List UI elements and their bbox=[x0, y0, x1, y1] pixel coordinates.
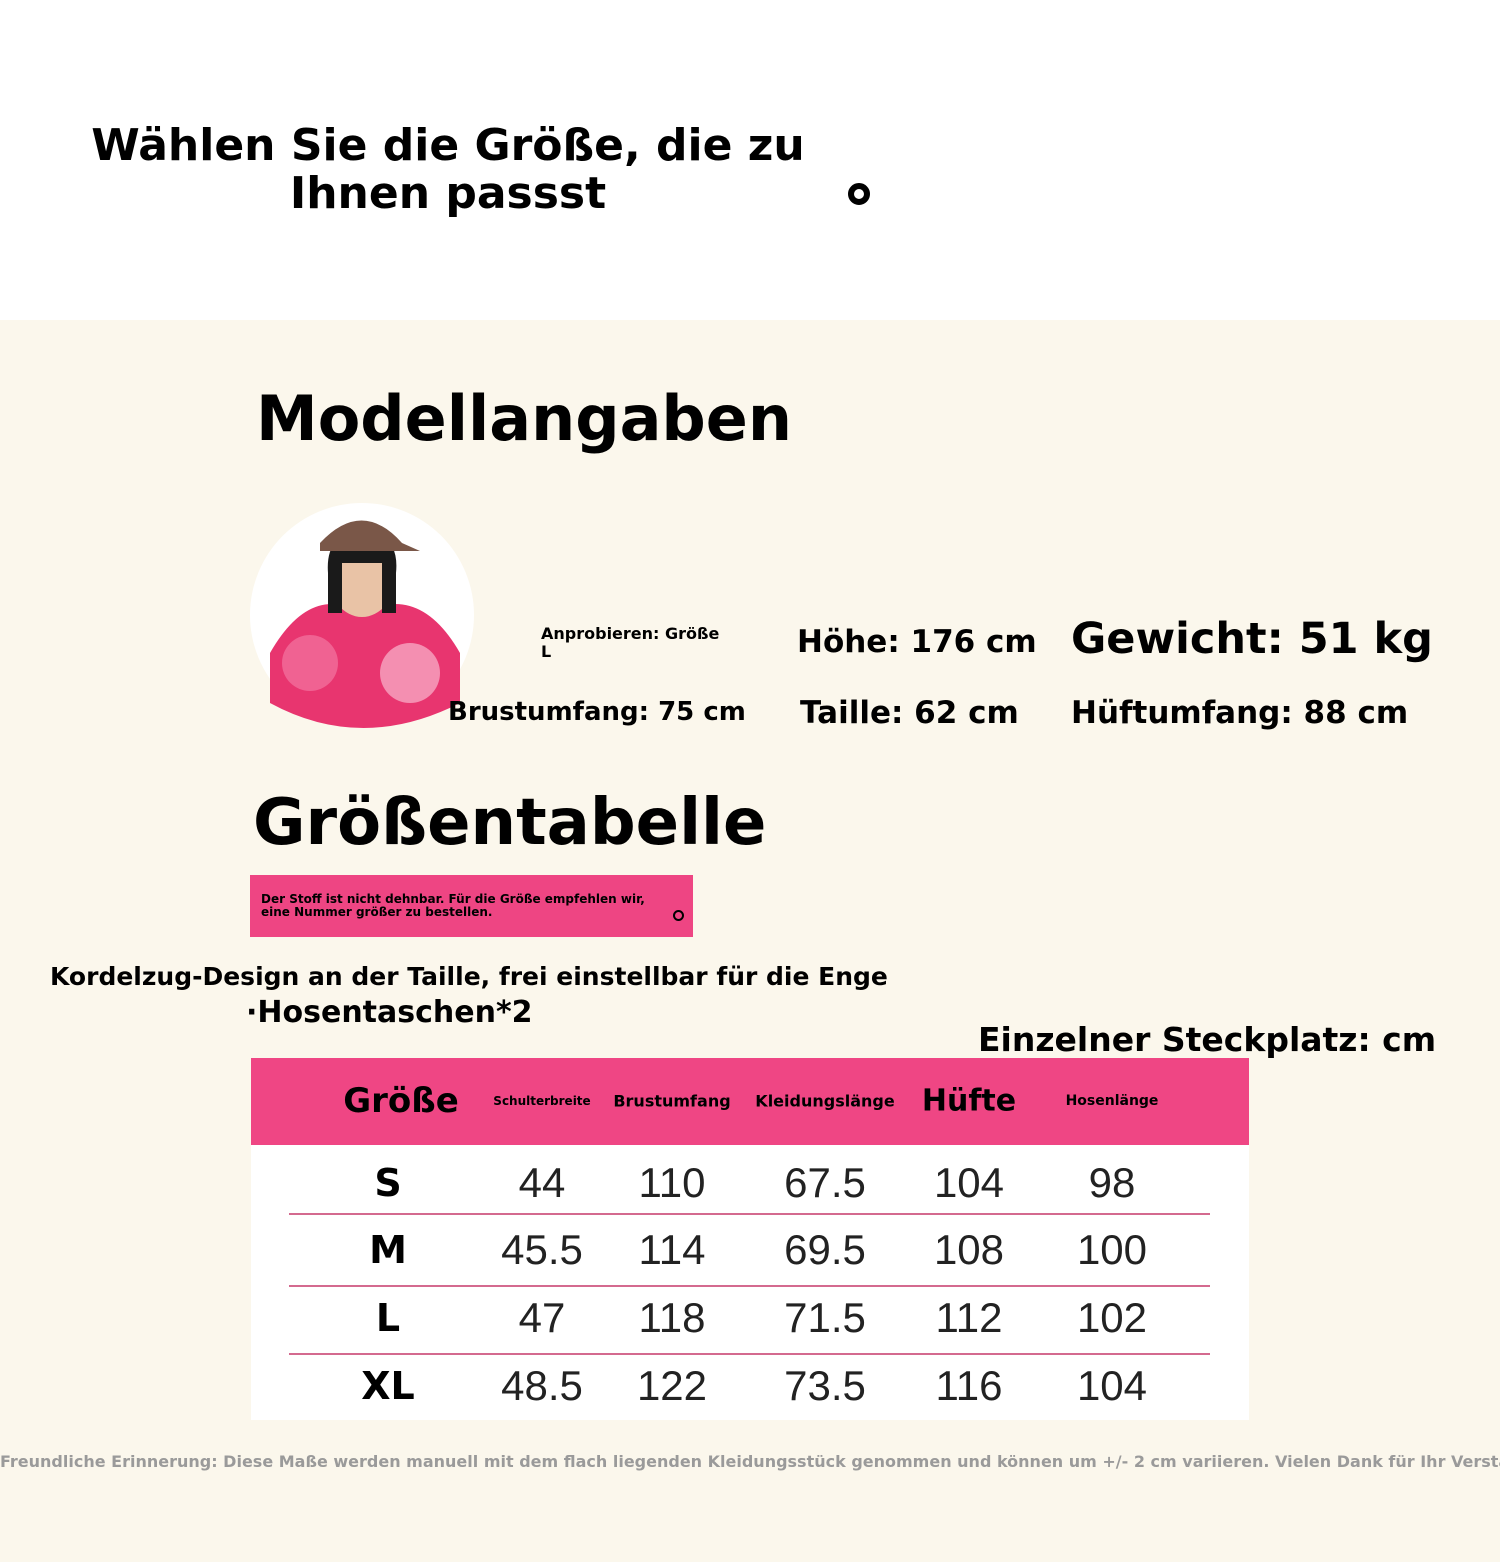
table-cell: 47 bbox=[518, 1294, 566, 1341]
table-cell: 71.5 bbox=[784, 1294, 866, 1341]
column-header: Brustumfang bbox=[613, 1091, 731, 1111]
size-label: M bbox=[369, 1228, 407, 1272]
table-cell: 67.5 bbox=[784, 1159, 866, 1206]
table-cell: 114 bbox=[638, 1226, 706, 1273]
table-cell: 69.5 bbox=[784, 1226, 866, 1273]
model-waist: Taille: 62 cm bbox=[800, 695, 1019, 731]
table-cell: 100 bbox=[1076, 1226, 1148, 1273]
table-cell: 122 bbox=[636, 1362, 708, 1409]
table-cell: 98 bbox=[1088, 1159, 1136, 1206]
table-cell: 110 bbox=[638, 1159, 706, 1206]
column-header: Schulterbreite bbox=[493, 1094, 591, 1108]
model-bust: Brustumfang: 75 cm bbox=[448, 697, 746, 727]
column-header: Hüfte bbox=[921, 1083, 1017, 1119]
size-label: XL bbox=[361, 1364, 415, 1408]
footer-note: Freundliche Erinnerung: Diese Maße werde… bbox=[0, 1452, 1500, 1471]
model-photo bbox=[250, 503, 474, 728]
dot-icon bbox=[673, 910, 684, 921]
table-cell: 48.5 bbox=[501, 1362, 583, 1409]
table-cell: 73.5 bbox=[784, 1362, 866, 1409]
column-header: Hosenlänge bbox=[1065, 1093, 1159, 1109]
feature: Kordelzug-Design an der Taille, frei ein… bbox=[50, 962, 888, 991]
table-cell: 104 bbox=[933, 1159, 1005, 1206]
table-cell: 104 bbox=[1076, 1362, 1148, 1409]
row-separator bbox=[289, 1353, 1210, 1355]
model-weight: Gewicht: 51 kg bbox=[1071, 614, 1433, 664]
page-title: Wählen Sie die Größe, die zu Ihnen passs… bbox=[91, 120, 805, 219]
table-cell: 118 bbox=[638, 1294, 706, 1341]
unit-note: Einzelner Steckplatz: cm bbox=[978, 1020, 1437, 1059]
table-cell: 108 bbox=[933, 1226, 1005, 1273]
table-header bbox=[251, 1058, 1249, 1145]
table-cell: 112 bbox=[935, 1294, 1003, 1341]
row-separator bbox=[289, 1213, 1210, 1215]
row-separator bbox=[289, 1285, 1210, 1287]
feature: ·Hosentaschen*2 bbox=[246, 995, 533, 1030]
table-body bbox=[251, 1145, 1249, 1420]
model-hip: Hüftumfang: 88 cm bbox=[1071, 695, 1409, 731]
model-height: Höhe: 176 cm bbox=[797, 624, 1037, 660]
table-cell: 102 bbox=[1076, 1294, 1148, 1341]
size-chart-heading: Größentabelle bbox=[253, 786, 767, 860]
size-label: S bbox=[374, 1161, 402, 1205]
table-cell: 45.5 bbox=[501, 1226, 583, 1273]
dot-icon bbox=[848, 183, 870, 205]
try-on-size: Anprobieren: Größe L bbox=[541, 624, 720, 661]
column-header: Größe bbox=[343, 1081, 459, 1121]
table-cell: 44 bbox=[518, 1159, 566, 1206]
table-cell: 116 bbox=[935, 1362, 1003, 1409]
note-box bbox=[250, 875, 693, 937]
model-heading: Modellangaben bbox=[256, 382, 792, 455]
size-label: L bbox=[375, 1296, 401, 1340]
fabric-note: Der Stoff ist nicht dehnbar. Für die Grö… bbox=[261, 892, 645, 919]
top-band bbox=[0, 0, 1500, 320]
column-header: Kleidungslänge bbox=[755, 1091, 895, 1111]
